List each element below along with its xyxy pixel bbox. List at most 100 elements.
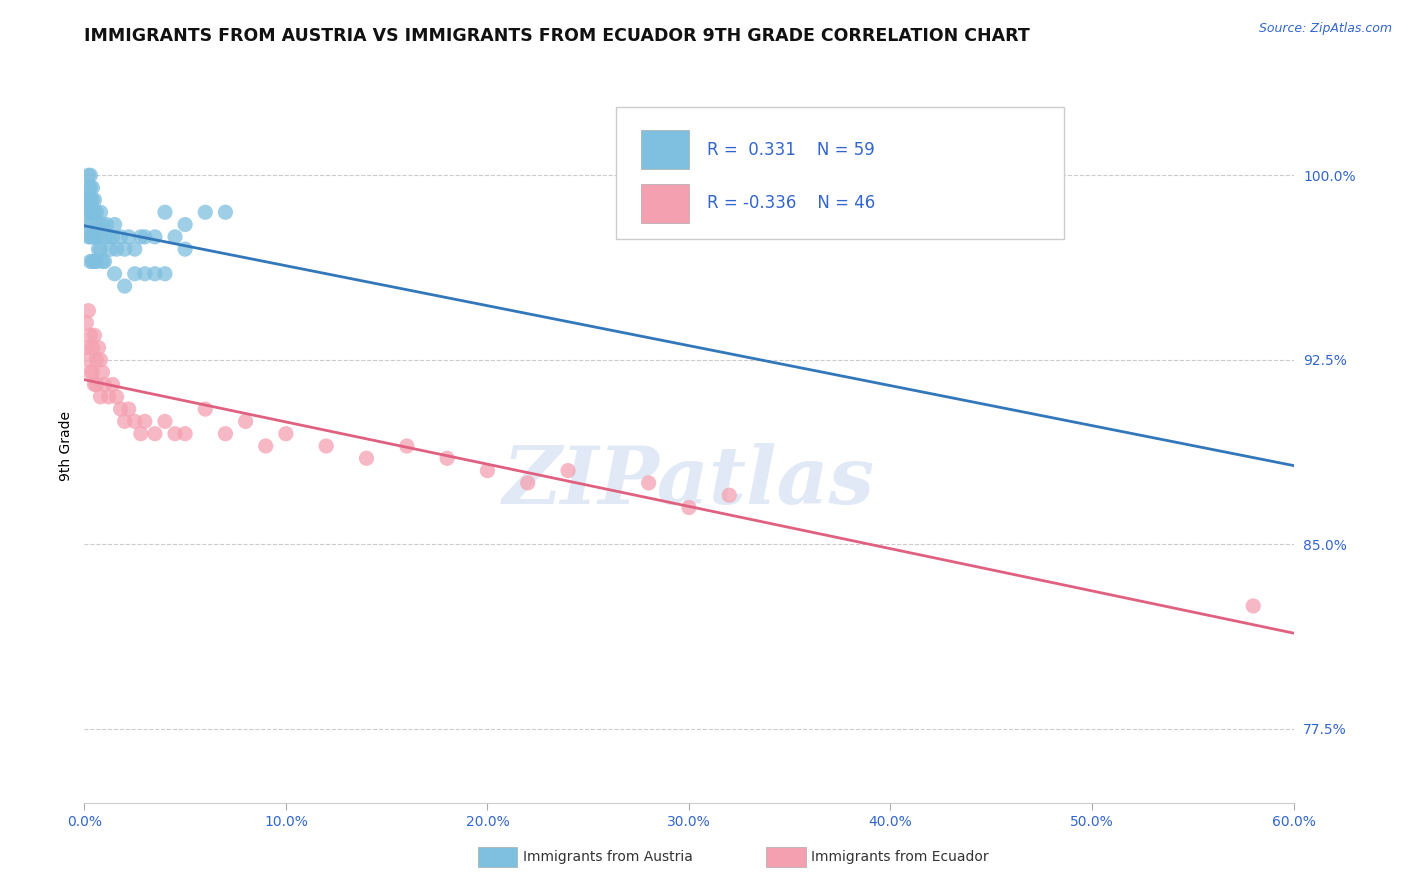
Text: Immigrants from Ecuador: Immigrants from Ecuador: [811, 850, 988, 864]
Point: [91, 365, 114, 379]
Point: [79, 193, 101, 207]
Point: [104, 218, 127, 232]
Point: [86, 377, 108, 392]
Point: [86, 230, 108, 244]
Point: [79, 230, 101, 244]
Point: [77, 169, 100, 183]
Point: [395, 439, 418, 453]
Point: [89, 352, 111, 367]
Point: [174, 242, 197, 256]
Point: [97, 230, 120, 244]
Point: [79, 205, 101, 219]
Point: [82, 205, 104, 219]
Point: [114, 414, 136, 428]
Point: [75, 316, 97, 330]
Point: [87, 341, 110, 355]
Point: [104, 267, 127, 281]
Point: [118, 230, 141, 244]
Point: [129, 230, 152, 244]
Point: [82, 341, 104, 355]
Point: [174, 218, 197, 232]
Point: [134, 267, 156, 281]
Point: [93, 230, 115, 244]
Point: [557, 464, 579, 478]
Point: [143, 426, 166, 441]
Point: [678, 500, 700, 515]
Point: [110, 230, 132, 244]
Point: [124, 267, 146, 281]
Point: [114, 279, 136, 293]
Point: [93, 254, 115, 268]
Point: [83, 254, 105, 268]
Text: R =  0.331    N = 59: R = 0.331 N = 59: [707, 141, 875, 159]
Point: [174, 426, 197, 441]
Point: [97, 390, 120, 404]
Text: Source: ZipAtlas.com: Source: ZipAtlas.com: [1258, 22, 1392, 36]
Point: [82, 365, 104, 379]
Y-axis label: 9th Grade: 9th Grade: [59, 411, 73, 481]
Point: [75, 341, 97, 355]
Point: [77, 193, 100, 207]
Point: [1241, 599, 1264, 613]
Point: [77, 230, 100, 244]
Point: [82, 254, 104, 268]
Point: [153, 205, 176, 219]
Point: [143, 230, 166, 244]
Point: [194, 205, 217, 219]
Point: [718, 488, 741, 502]
Text: Immigrants from Austria: Immigrants from Austria: [523, 850, 693, 864]
Point: [75, 218, 97, 232]
Point: [79, 328, 101, 343]
Point: [118, 402, 141, 417]
Point: [105, 390, 128, 404]
Point: [214, 205, 236, 219]
Point: [134, 230, 156, 244]
Point: [87, 218, 110, 232]
Point: [165, 230, 187, 244]
Point: [165, 426, 187, 441]
Point: [79, 169, 101, 183]
Point: [96, 218, 118, 232]
Point: [153, 267, 176, 281]
Point: [194, 402, 217, 417]
Point: [101, 377, 124, 392]
Point: [79, 180, 101, 194]
Point: [274, 426, 297, 441]
Point: [93, 377, 115, 392]
Point: [77, 180, 100, 194]
Point: [129, 426, 152, 441]
Point: [89, 242, 111, 256]
Point: [315, 439, 337, 453]
Point: [77, 352, 100, 367]
Point: [124, 414, 146, 428]
Point: [79, 365, 101, 379]
Point: [83, 377, 105, 392]
Point: [153, 414, 176, 428]
Point: [105, 242, 128, 256]
Point: [86, 205, 108, 219]
Point: [214, 426, 236, 441]
Point: [114, 242, 136, 256]
Point: [254, 439, 277, 453]
Point: [477, 464, 499, 478]
Point: [91, 254, 114, 268]
Point: [89, 205, 111, 219]
Point: [83, 230, 105, 244]
Point: [86, 352, 108, 367]
Text: ZIPatlas: ZIPatlas: [503, 443, 875, 520]
Point: [83, 205, 105, 219]
Point: [356, 451, 378, 466]
Point: [89, 390, 111, 404]
Point: [82, 230, 104, 244]
Text: R = -0.336    N = 46: R = -0.336 N = 46: [707, 194, 876, 212]
Point: [124, 242, 146, 256]
Point: [110, 402, 132, 417]
Point: [516, 475, 538, 490]
Point: [86, 254, 108, 268]
Point: [91, 218, 114, 232]
Point: [79, 254, 101, 268]
Point: [83, 328, 105, 343]
Point: [87, 242, 110, 256]
Point: [75, 193, 97, 207]
Point: [77, 303, 100, 318]
